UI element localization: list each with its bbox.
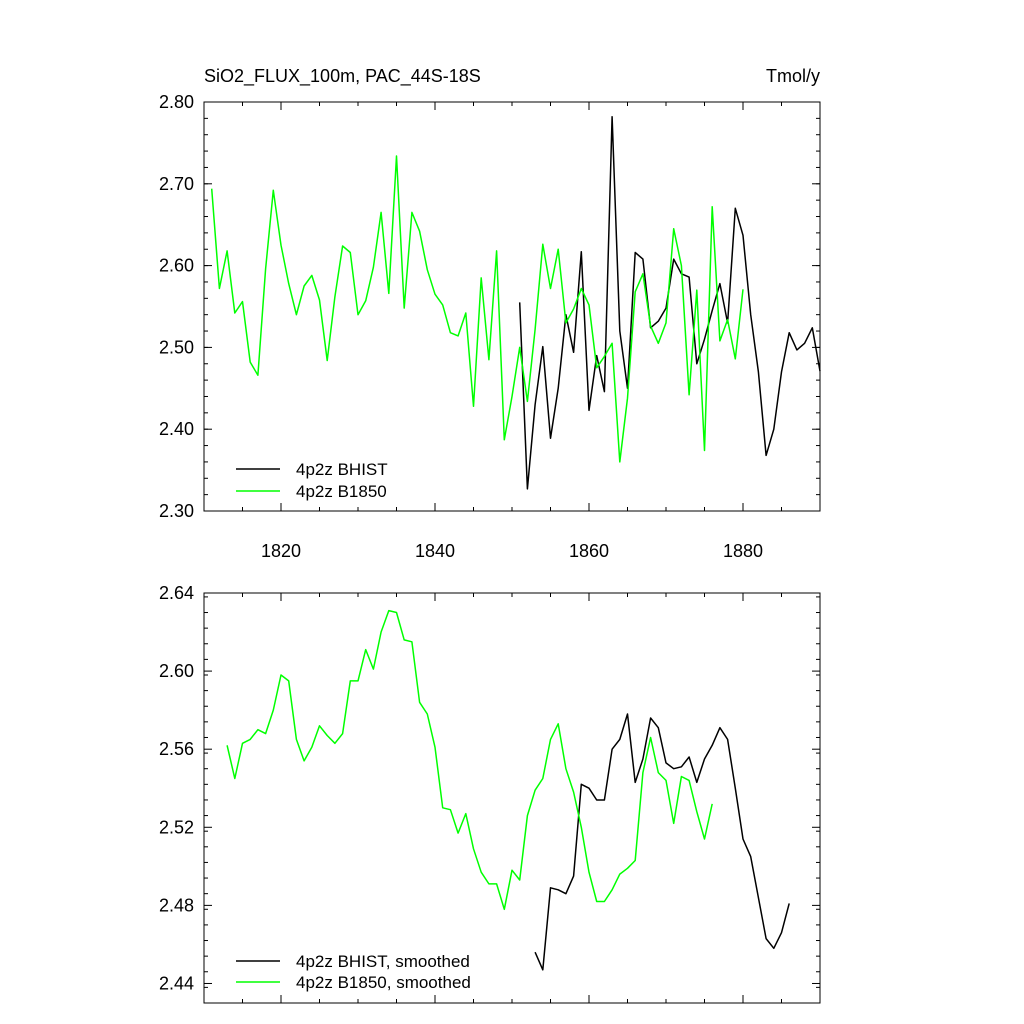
bottom-legend-label-bhist: 4p2z BHIST, smoothed xyxy=(296,952,470,971)
bottom-ytick-label: 2.48 xyxy=(159,895,194,915)
top-plot-ticks: 2.30 2.40 2.50 2.60 2.70 2.80 1820 1840 1860 1880 xyxy=(159,92,821,561)
top-ytick-label: 2.70 xyxy=(159,174,194,194)
bottom-series-line-bhist xyxy=(534,713,790,971)
top-legend-label-b1850: 4p2z B1850 xyxy=(296,482,387,501)
bottom-series-line-b1850 xyxy=(226,609,713,911)
bottom-ytick-label: 2.56 xyxy=(159,739,194,759)
top-ytick-label: 2.80 xyxy=(159,92,194,112)
top-series-line-b1850 xyxy=(210,155,744,463)
chart-title: SiO2_FLUX_100m, PAC_44S-18S xyxy=(204,66,481,87)
bottom-ytick-label: 2.60 xyxy=(159,661,194,681)
top-legend: 4p2z BHIST 4p2z B1850 xyxy=(236,460,388,501)
top-xtick-label: 1880 xyxy=(723,541,763,561)
bottom-legend: 4p2z BHIST, smoothed 4p2z B1850, smoothe… xyxy=(236,952,471,992)
bottom-plot-ticks: 2.44 2.48 2.52 2.56 2.60 2.64 xyxy=(159,583,821,1004)
top-xtick-label: 1860 xyxy=(569,541,609,561)
top-ytick-label: 2.60 xyxy=(159,256,194,276)
units-label: Tmol/y xyxy=(766,66,820,86)
top-ytick-label: 2.50 xyxy=(159,337,194,357)
bottom-plot-series xyxy=(226,609,790,971)
top-ytick-label: 2.40 xyxy=(159,419,194,439)
top-xtick-label: 1820 xyxy=(261,541,301,561)
top-plot-frame xyxy=(203,101,821,512)
top-plot-series xyxy=(210,115,821,490)
bottom-plot-frame xyxy=(203,592,821,1004)
top-series-line-bhist xyxy=(518,115,821,490)
top-ytick-label: 2.30 xyxy=(159,501,194,521)
bottom-ytick-label: 2.64 xyxy=(159,583,194,603)
bottom-legend-label-b1850: 4p2z B1850, smoothed xyxy=(296,973,471,992)
top-legend-label-bhist: 4p2z BHIST xyxy=(296,460,388,479)
bottom-ytick-label: 2.52 xyxy=(159,817,194,837)
bottom-ytick-label: 2.44 xyxy=(159,973,194,993)
top-xtick-label: 1840 xyxy=(415,541,455,561)
